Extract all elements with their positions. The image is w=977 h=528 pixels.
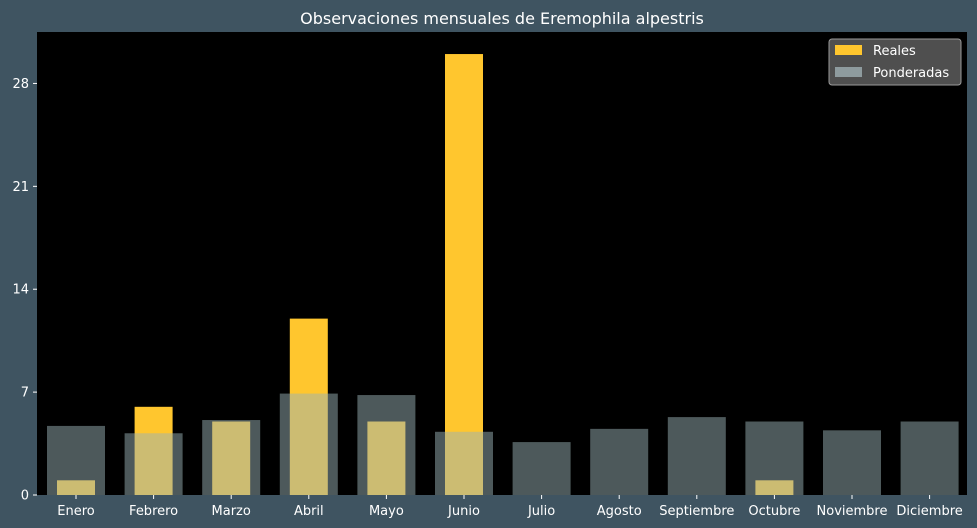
bar-ponderadas-mayo: [357, 395, 416, 495]
y-tick-label: 14: [12, 283, 29, 298]
y-tick-label: 7: [21, 386, 29, 401]
legend[interactable]: Reales Ponderadas: [828, 38, 962, 86]
bar-ponderadas-diciembre: [900, 421, 959, 495]
x-tick-label: Diciembre: [896, 504, 962, 519]
bar-ponderadas-marzo: [202, 420, 261, 495]
plot-area: [37, 32, 967, 495]
ponderadas-bars: [47, 393, 959, 495]
bar-ponderadas-octubre: [745, 421, 804, 495]
x-tick-label: Julio: [527, 504, 555, 519]
y-tick-label: 0: [21, 489, 29, 504]
legend-label-ponderadas: Ponderadas: [873, 66, 949, 81]
y-axis: 0 7 14 21 28: [12, 77, 37, 504]
bar-ponderadas-abril: [279, 393, 338, 495]
x-tick-label: Mayo: [369, 504, 404, 519]
y-tick-label: 28: [12, 77, 29, 92]
chart-title: Observaciones mensuales de Eremophila al…: [300, 9, 704, 28]
bar-ponderadas-septiembre: [667, 417, 726, 495]
x-tick-label: Noviembre: [817, 504, 888, 519]
bar-ponderadas-agosto: [590, 428, 649, 495]
x-tick-label: Junio: [447, 504, 480, 519]
x-tick-label: Febrero: [129, 504, 178, 519]
x-tick-label: Agosto: [597, 504, 642, 519]
y-tick-label: 21: [12, 180, 29, 195]
x-tick-label: Octubre: [748, 504, 800, 519]
bar-ponderadas-noviembre: [823, 430, 881, 495]
x-tick-label: Marzo: [212, 504, 251, 519]
legend-label-reales: Reales: [873, 44, 916, 59]
x-tick-label: Septiembre: [659, 504, 734, 519]
bar-ponderadas-febrero: [124, 433, 183, 495]
bar-reales-junio: [445, 54, 483, 496]
bar-ponderadas-junio: [435, 431, 493, 495]
legend-swatch-ponderadas: [835, 67, 862, 77]
x-axis: Enero Febrero Marzo Abril Mayo Junio Julio Agos…: [57, 495, 963, 519]
x-tick-label: Enero: [57, 504, 95, 519]
bar-ponderadas-enero: [47, 425, 105, 495]
x-tick-label: Abril: [294, 504, 324, 519]
legend-swatch-reales: [835, 45, 862, 55]
bar-ponderadas-julio: [512, 442, 571, 495]
